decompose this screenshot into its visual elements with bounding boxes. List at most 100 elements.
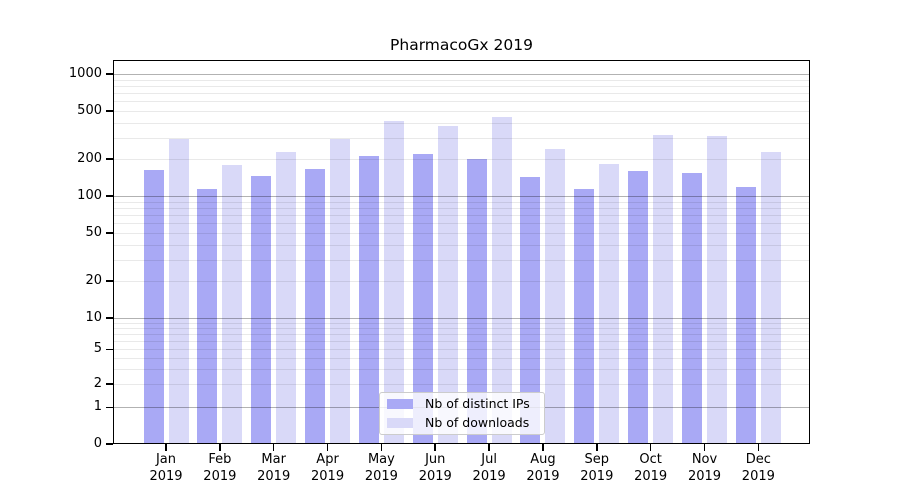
gridline-major-100 xyxy=(113,196,810,197)
y-tick-label-10: 10 xyxy=(85,310,102,325)
x-tick-label-jan: Jan 2019 xyxy=(149,452,183,484)
x-tick-label-mar: Mar 2019 xyxy=(257,452,291,484)
x-tick-label-feb: Feb 2019 xyxy=(203,452,237,484)
gridline-major-1000 xyxy=(113,74,810,75)
y-tick-500 xyxy=(106,109,113,112)
y-tick-0 xyxy=(106,443,113,445)
gridline-minor-4 xyxy=(113,357,810,359)
bar-nb-of-downloads-jan xyxy=(168,138,189,444)
x-tick-feb xyxy=(219,444,221,451)
gridline-minor-400 xyxy=(113,122,810,124)
gridline-minor-70 xyxy=(113,214,810,216)
legend-swatch-downloads xyxy=(387,418,413,428)
gridline-minor-2 xyxy=(113,384,810,385)
x-tick-nov xyxy=(703,444,706,451)
gridline-minor-3 xyxy=(113,368,810,370)
gridline-major-10 xyxy=(113,318,810,319)
legend-item-downloads: Nb of downloads xyxy=(387,415,537,431)
legend: Nb of distinct IPs Nb of downloads xyxy=(379,392,545,435)
x-tick-may xyxy=(380,444,383,451)
gridline-minor-7 xyxy=(113,334,810,336)
x-tick-label-dec: Dec 2019 xyxy=(741,452,775,484)
gridline-minor-20 xyxy=(113,281,810,283)
y-tick-1 xyxy=(106,406,113,409)
gridline-minor-9 xyxy=(113,322,810,324)
gridline-minor-40 xyxy=(113,244,810,246)
gridline-minor-80 xyxy=(113,207,810,209)
y-tick-200 xyxy=(106,158,113,161)
x-tick-jan xyxy=(165,444,167,451)
y-tick-100 xyxy=(106,195,113,197)
bar-nb-of-distinct-ips-dec xyxy=(735,186,756,444)
y-tick-label-200: 200 xyxy=(77,151,102,167)
y-tick-label-100: 100 xyxy=(77,188,102,203)
bar-nb-of-distinct-ips-jan xyxy=(143,170,164,444)
y-tick-label-1: 1 xyxy=(93,399,102,415)
bar-nb-of-distinct-ips-may xyxy=(358,155,379,444)
bar-nb-of-downloads-mar xyxy=(276,151,297,444)
gridline-minor-5 xyxy=(113,349,810,351)
x-tick-label-may: May 2019 xyxy=(364,452,398,484)
bar-nb-of-downloads-sep xyxy=(599,163,620,444)
y-tick-label-500: 500 xyxy=(77,102,102,118)
bar-nb-of-distinct-ips-mar xyxy=(251,175,272,444)
x-tick-label-nov: Nov 2019 xyxy=(687,452,722,484)
y-tick-label-20: 20 xyxy=(85,273,102,289)
legend-item-distinct-ips: Nb of distinct IPs xyxy=(387,396,537,412)
bar-nb-of-downloads-aug xyxy=(545,149,566,444)
x-tick-aug xyxy=(542,444,544,451)
gridline-minor-90 xyxy=(113,201,810,203)
gridline-minor-700 xyxy=(113,92,810,94)
bar-nb-of-distinct-ips-apr xyxy=(305,169,326,444)
plot-frame xyxy=(113,60,810,444)
y-tick-label-2: 2 xyxy=(93,376,102,391)
y-tick-20 xyxy=(106,280,113,283)
y-tick-label-1000: 1000 xyxy=(68,66,102,81)
bar-nb-of-distinct-ips-feb xyxy=(197,189,218,444)
bar-nb-of-downloads-oct xyxy=(653,134,674,444)
x-tick-mar xyxy=(272,444,275,451)
x-tick-label-oct: Oct 2019 xyxy=(634,452,668,484)
x-tick-label-apr: Apr 2019 xyxy=(311,452,345,484)
y-tick-label-0: 0 xyxy=(93,436,102,451)
bar-nb-of-distinct-ips-jun xyxy=(412,154,433,444)
y-tick-50 xyxy=(106,231,113,234)
bar-nb-of-distinct-ips-sep xyxy=(574,189,595,444)
bar-nb-of-distinct-ips-aug xyxy=(520,177,541,444)
bar-nb-of-downloads-may xyxy=(383,121,404,444)
x-tick-label-jun: Jun 2019 xyxy=(418,452,452,484)
y-tick-5 xyxy=(106,348,113,351)
x-tick-label-aug: Aug 2019 xyxy=(526,452,560,484)
x-tick-dec xyxy=(757,444,760,451)
gridline-minor-6 xyxy=(113,341,810,343)
bar-nb-of-downloads-apr xyxy=(330,139,351,444)
gridline-minor-50 xyxy=(113,232,810,234)
y-tick-2 xyxy=(106,383,113,385)
y-tick-10 xyxy=(106,317,113,319)
x-tick-oct xyxy=(649,444,652,451)
bar-nb-of-downloads-nov xyxy=(707,136,727,444)
x-tick-label-sep: Sep 2019 xyxy=(580,452,614,484)
legend-label-downloads: Nb of downloads xyxy=(425,415,530,430)
legend-label-distinct-ips: Nb of distinct IPs xyxy=(425,396,530,411)
x-tick-jun xyxy=(434,444,437,451)
bar-nb-of-downloads-dec xyxy=(760,152,781,444)
y-tick-1000 xyxy=(106,73,113,75)
gridline-minor-900 xyxy=(113,79,810,81)
gridline-minor-8 xyxy=(113,328,810,330)
chart-title: PharmacoGx 2019 xyxy=(390,36,533,54)
gridline-minor-200 xyxy=(113,159,810,161)
x-tick-jul xyxy=(488,444,490,451)
gridline-minor-500 xyxy=(113,110,810,112)
legend-swatch-distinct-ips xyxy=(387,399,413,409)
x-tick-apr xyxy=(326,444,329,451)
gridline-minor-800 xyxy=(113,85,810,87)
bar-nb-of-downloads-jun xyxy=(437,125,458,444)
bar-nb-of-distinct-ips-oct xyxy=(628,171,649,444)
gridline-minor-60 xyxy=(113,223,810,225)
x-tick-label-jul: Jul 2019 xyxy=(472,452,506,484)
bar-nb-of-distinct-ips-nov xyxy=(682,173,702,444)
gridline-minor-30 xyxy=(113,259,810,261)
x-tick-sep xyxy=(596,444,598,451)
